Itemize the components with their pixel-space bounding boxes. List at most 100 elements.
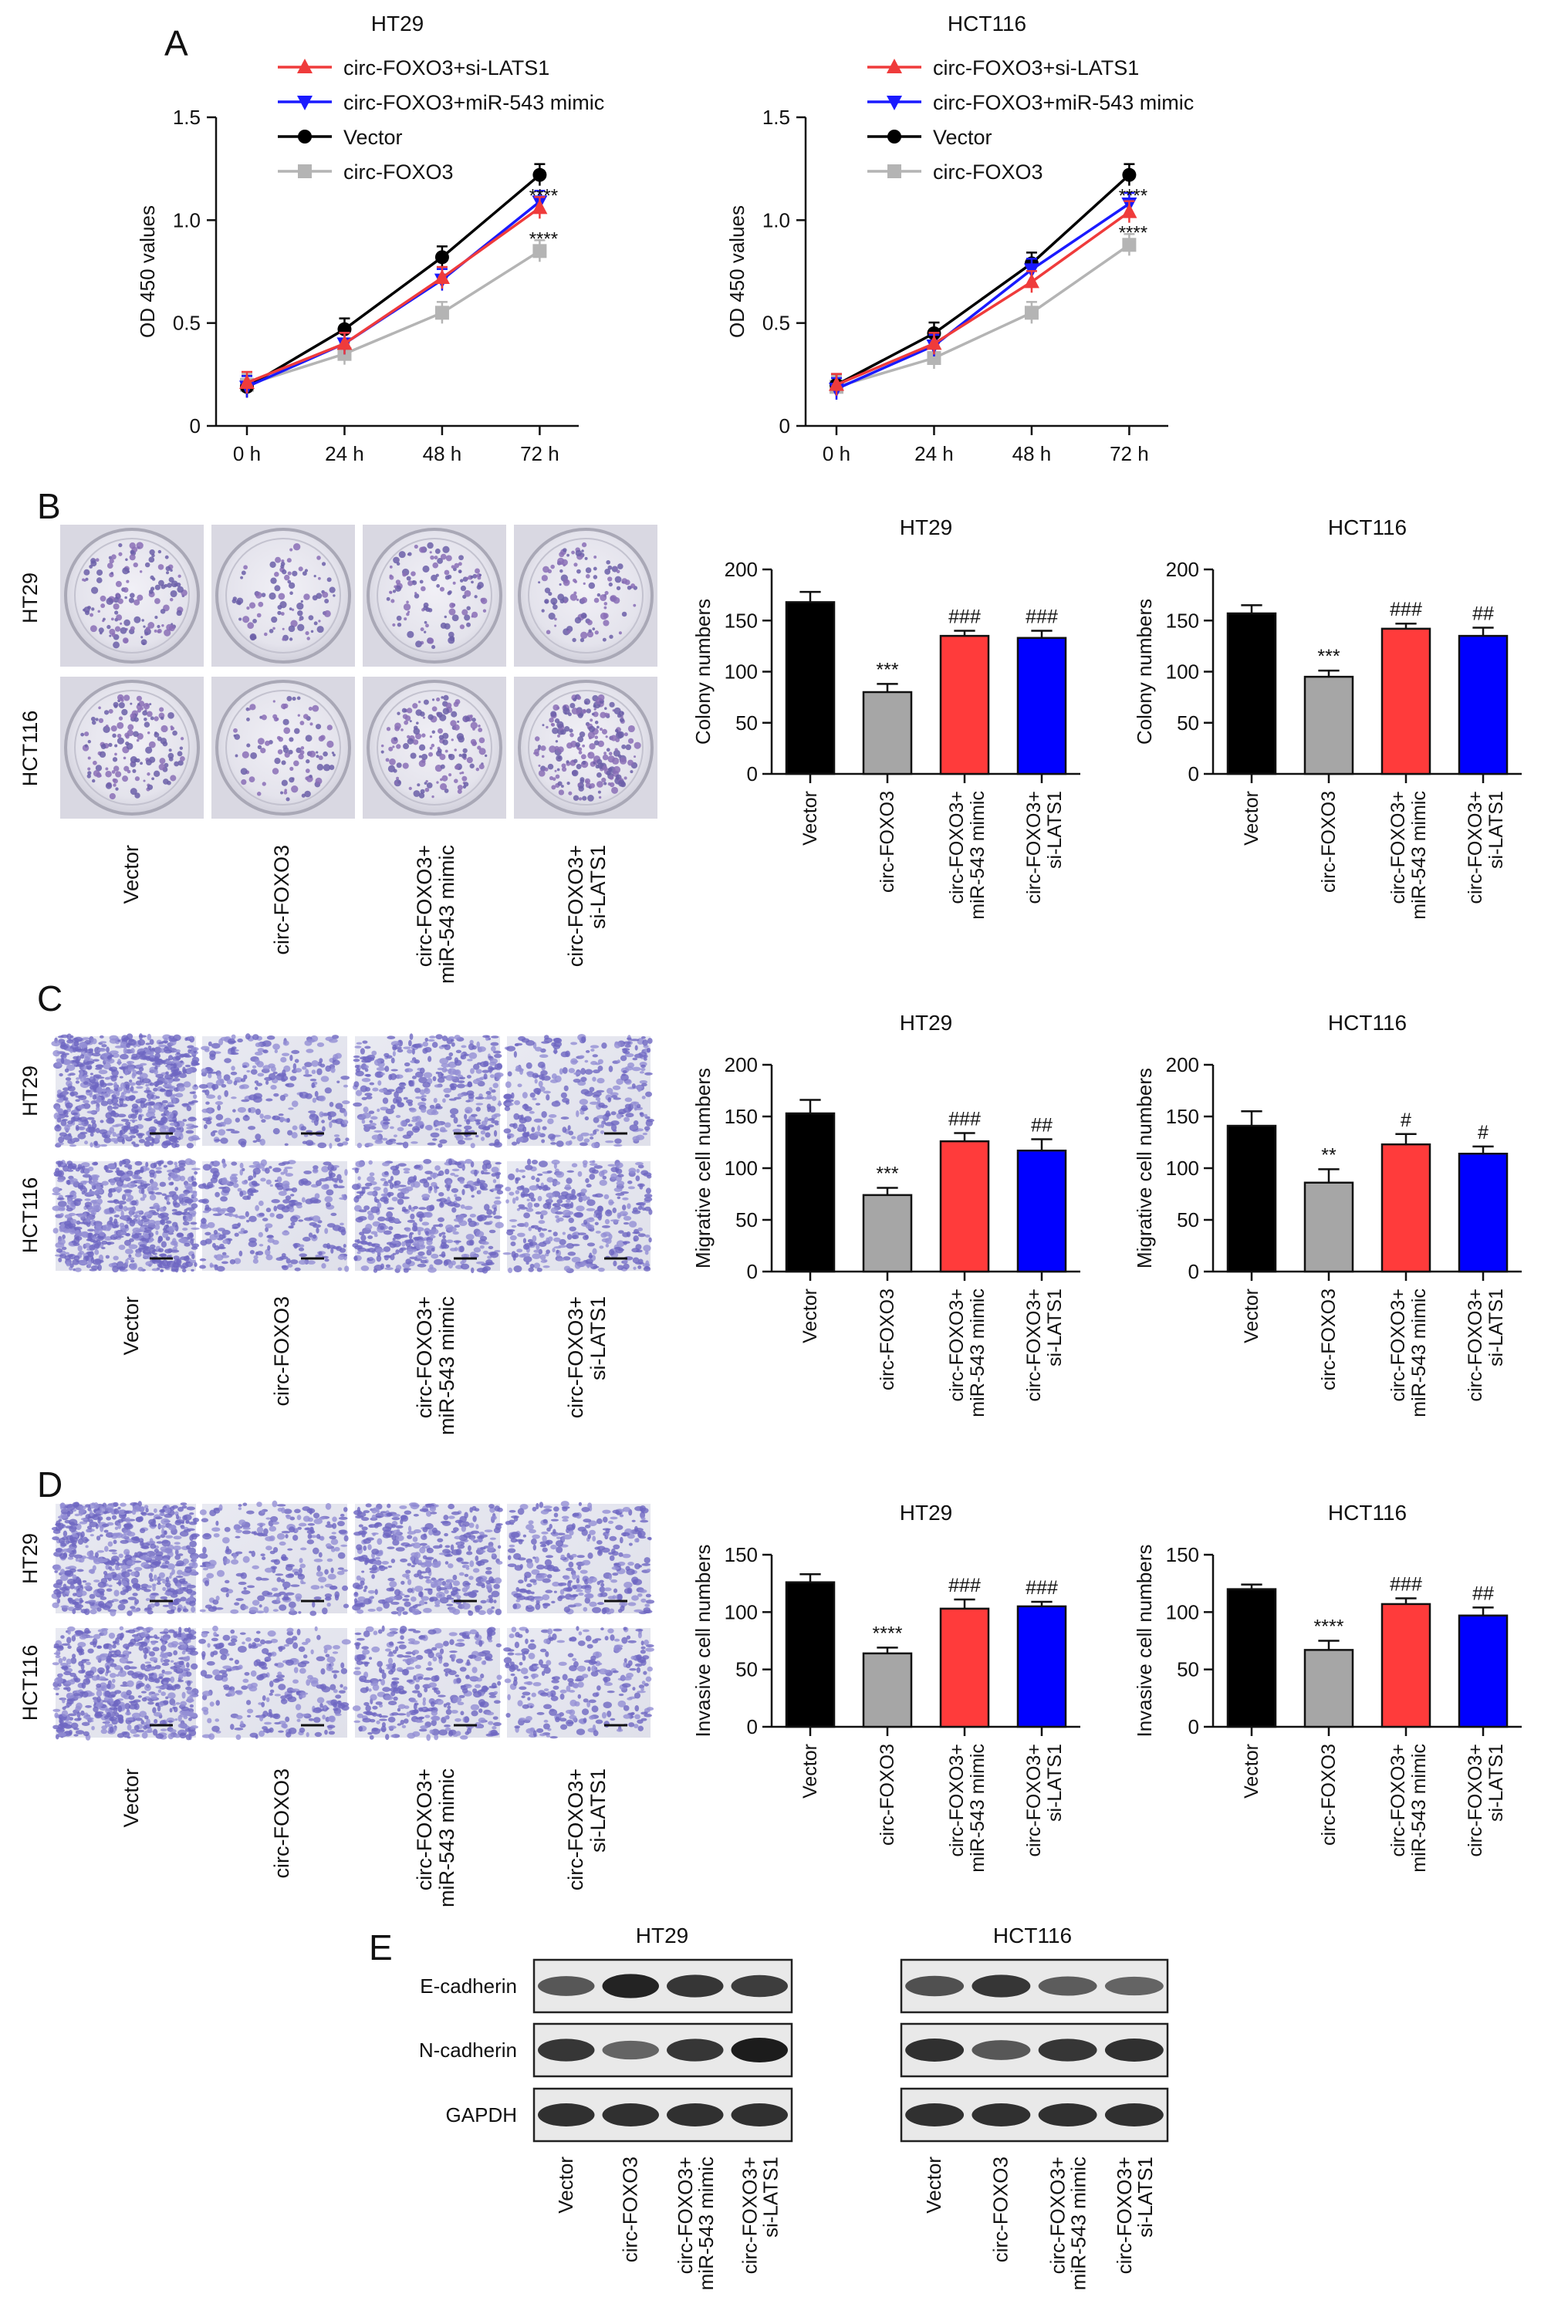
- cell-dot: [191, 1135, 200, 1141]
- colony-dot: [91, 586, 99, 594]
- colony-dot: [305, 735, 313, 742]
- cell-dot: [161, 1100, 168, 1104]
- cell-dot: [488, 1056, 492, 1059]
- cell-dot: [559, 1068, 563, 1075]
- colony-dot: [283, 727, 291, 735]
- cell-dot: [176, 1127, 181, 1130]
- colony-dot: [143, 625, 146, 628]
- cell-dot: [139, 1054, 147, 1060]
- cell-dot: [155, 1096, 161, 1099]
- colony-dot: [109, 558, 114, 564]
- cell-dot: [562, 1231, 566, 1235]
- cell-dot: [137, 1133, 144, 1139]
- cell-dot: [123, 1125, 128, 1133]
- cell-dot: [376, 1066, 386, 1071]
- colony-dot: [633, 603, 637, 607]
- cell-dot: [123, 1047, 128, 1055]
- cell-dot: [552, 1248, 556, 1253]
- cell-dot: [123, 1189, 133, 1194]
- cell-dot: [577, 1232, 586, 1235]
- colony-dot: [563, 705, 567, 709]
- colony-dot: [559, 599, 565, 604]
- cell-dot: [363, 1205, 370, 1211]
- cell-dot: [84, 1140, 89, 1145]
- colony-dot: [549, 745, 556, 753]
- cell-dot: [596, 1124, 604, 1128]
- cell-dot: [429, 1186, 433, 1191]
- colony-dot: [300, 600, 303, 603]
- cell-dot: [199, 1258, 207, 1262]
- cell-dot: [69, 1177, 78, 1183]
- colony-dot: [627, 725, 635, 733]
- cell-dot: [484, 1204, 490, 1211]
- cell-dot: [448, 1226, 457, 1232]
- cell-dot: [261, 1119, 266, 1123]
- colony-dot: [116, 614, 123, 621]
- colony-dot: [398, 551, 406, 559]
- cell-dot: [563, 1085, 569, 1092]
- cell-dot: [186, 1506, 196, 1511]
- cell-dot: [533, 1118, 543, 1123]
- cell-dot: [566, 1170, 575, 1173]
- cell-dot: [391, 1197, 398, 1201]
- cell-dot: [111, 1097, 119, 1104]
- cell-dot: [289, 1076, 297, 1081]
- colony-dot: [299, 618, 302, 621]
- cell-dot: [215, 1101, 224, 1106]
- cell-dot: [52, 1602, 59, 1609]
- cell-dot: [432, 1076, 437, 1082]
- colony-dot: [582, 760, 586, 765]
- cell-dot: [535, 1103, 541, 1106]
- cell-dot: [598, 1103, 605, 1108]
- cell-dot: [52, 1049, 60, 1057]
- cell-dot: [460, 1055, 467, 1060]
- colony-dot: [123, 587, 129, 593]
- cell-dot: [179, 1175, 185, 1182]
- cell-dot: [265, 1208, 272, 1213]
- colony-dot: [290, 620, 298, 627]
- cell-dot: [643, 1054, 648, 1059]
- cell-dot: [410, 1213, 415, 1220]
- cell-dot: [56, 1124, 60, 1129]
- cell-dot: [222, 1161, 227, 1169]
- cell-dot: [593, 1130, 597, 1135]
- cell-dot: [95, 1076, 105, 1079]
- colony-dot: [437, 558, 444, 564]
- colony-dot: [607, 576, 613, 582]
- cell-dot: [495, 1221, 504, 1229]
- cell-dot: [605, 1244, 610, 1248]
- colony-dot: [425, 607, 431, 612]
- dish: [518, 528, 654, 664]
- colony-dot: [144, 562, 150, 568]
- cell-dot: [211, 1042, 221, 1049]
- colony-dot: [617, 731, 624, 738]
- cell-dot: [144, 1049, 150, 1053]
- cell-dot: [470, 1068, 475, 1074]
- cell-dot: [266, 1035, 275, 1040]
- cell-dot: [454, 1247, 458, 1252]
- cell-dot: [351, 1184, 360, 1191]
- colony-dot: [445, 555, 452, 562]
- colony-dot: [154, 716, 159, 721]
- cell-dot: [127, 1610, 133, 1616]
- cell-dot: [468, 1043, 475, 1051]
- cell-dot: [129, 1263, 137, 1271]
- colony-dot: [544, 587, 551, 593]
- cell-dot: [424, 1211, 433, 1218]
- colony-dot: [607, 755, 615, 763]
- cell-dot: [64, 1068, 69, 1072]
- cell-dot: [406, 1248, 414, 1255]
- colony-dot: [387, 765, 396, 772]
- cell-dot: [597, 1267, 605, 1272]
- cell-dot: [98, 1600, 105, 1608]
- cell-dot: [407, 1123, 413, 1127]
- cell-dot: [190, 1221, 198, 1225]
- cell-dot: [140, 1187, 145, 1194]
- cell-dot: [298, 1179, 305, 1186]
- colony-dot: [95, 558, 100, 562]
- cell-dot: [454, 1174, 459, 1177]
- cell-dot: [301, 1197, 306, 1203]
- cell-dot: [163, 1164, 167, 1168]
- colony-dot: [115, 787, 119, 791]
- colony-dot: [243, 565, 248, 570]
